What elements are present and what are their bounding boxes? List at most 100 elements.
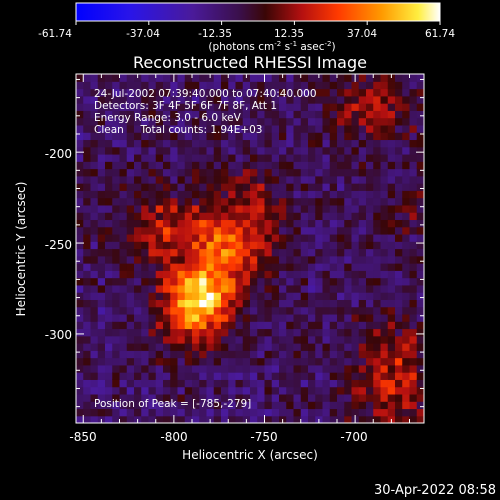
heatmap-cell	[395, 241, 403, 250]
heatmap-cell	[170, 386, 179, 395]
heatmap-cell	[90, 153, 99, 162]
heatmap-cell	[395, 284, 403, 293]
heatmap-cell	[155, 277, 164, 286]
heatmap-cell	[112, 343, 121, 351]
heatmap-cell	[206, 321, 215, 330]
heatmap-cell	[308, 146, 316, 155]
heatmap-cell	[373, 146, 382, 155]
heatmap-cell	[170, 408, 179, 417]
heatmap-cell	[271, 117, 280, 126]
heatmap-cell	[105, 372, 113, 380]
heatmap-cell	[380, 306, 389, 315]
heatmap-cell	[387, 408, 396, 417]
heatmap-cell	[177, 168, 186, 177]
heatmap-cell	[228, 226, 237, 235]
heatmap-cell	[366, 219, 374, 228]
heatmap-cell	[300, 226, 309, 235]
heatmap-cell	[337, 204, 345, 213]
heatmap-cell	[315, 241, 324, 250]
heatmap-cell	[337, 277, 345, 286]
heatmap-cell	[402, 88, 411, 97]
heatmap-cell	[112, 124, 121, 133]
heatmap-cell	[141, 313, 150, 322]
heatmap-cell	[97, 255, 106, 264]
heatmap-cell	[344, 299, 353, 308]
heatmap-cell	[155, 270, 164, 279]
heatmap-cell	[141, 190, 150, 199]
heatmap-cell	[119, 263, 128, 271]
heatmap-cell	[264, 306, 273, 315]
heatmap-cell	[409, 408, 418, 417]
heatmap-cell	[199, 153, 208, 162]
heatmap-cell	[228, 415, 237, 423]
heatmap-cell	[337, 132, 345, 141]
heatmap-cell	[105, 132, 113, 141]
heatmap-cell	[228, 219, 237, 228]
heatmap-cell	[322, 386, 331, 395]
heatmap-cell	[97, 197, 106, 206]
heatmap-cell	[293, 386, 302, 395]
heatmap-cell	[250, 190, 258, 199]
heatmap-cell	[358, 393, 367, 402]
heatmap-cell	[213, 408, 222, 417]
heatmap-cell	[206, 328, 215, 337]
heatmap-cell	[366, 408, 374, 417]
heatmap-cell	[366, 124, 374, 133]
heatmap-cell	[366, 313, 374, 322]
heatmap-cell	[315, 248, 324, 257]
heatmap-cell	[344, 270, 353, 279]
heatmap-cell	[76, 88, 84, 97]
heatmap-cell	[97, 95, 106, 104]
heatmap-cell	[300, 103, 309, 111]
heatmap-cell	[257, 284, 266, 293]
heatmap-cell	[409, 110, 418, 119]
heatmap-cell	[416, 226, 424, 235]
heatmap-cell	[155, 124, 164, 133]
heatmap-cell	[184, 343, 193, 351]
heatmap-cell	[271, 190, 280, 199]
heatmap-cell	[250, 263, 258, 271]
heatmap-cell	[300, 408, 309, 417]
heatmap-cell	[192, 335, 200, 344]
heatmap-cell	[177, 74, 186, 82]
heatmap-cell	[221, 335, 229, 344]
heatmap-cell	[358, 372, 367, 380]
heatmap-cell	[308, 117, 316, 126]
heatmap-cell	[337, 212, 345, 221]
heatmap-cell	[213, 110, 222, 119]
heatmap-cell	[228, 233, 237, 242]
heatmap-cell	[366, 248, 374, 257]
heatmap-cell	[322, 379, 331, 388]
heatmap-cell	[373, 183, 382, 191]
heatmap-cell	[90, 343, 99, 351]
heatmap-cell	[264, 241, 273, 250]
heatmap-cell	[199, 270, 208, 279]
heatmap-cell	[126, 168, 135, 177]
heatmap-cell	[329, 81, 338, 90]
heatmap-cell	[199, 241, 208, 250]
heatmap-cell	[206, 204, 215, 213]
heatmap-cell	[373, 132, 382, 141]
heatmap-cell	[76, 321, 84, 330]
heatmap-cell	[163, 117, 171, 126]
heatmap-cell	[264, 190, 273, 199]
heatmap-cell	[387, 161, 396, 170]
heatmap-cell	[119, 110, 128, 119]
heatmap-cell	[76, 335, 84, 344]
heatmap-cell	[344, 153, 353, 162]
heatmap-cell	[206, 372, 215, 380]
heatmap-cell	[184, 335, 193, 344]
heatmap-cell	[242, 313, 251, 322]
heatmap-cell	[395, 379, 403, 388]
heatmap-cell	[119, 343, 128, 351]
heatmap-cell	[119, 364, 128, 373]
heatmap-cell	[126, 364, 135, 373]
heatmap-cell	[373, 328, 382, 337]
heatmap-cell	[257, 393, 266, 402]
heatmap-cell	[358, 284, 367, 293]
heatmap-cell	[344, 124, 353, 133]
heatmap-cell	[409, 379, 418, 388]
heatmap-cell	[112, 350, 121, 359]
heatmap-cell	[315, 393, 324, 402]
heatmap-cell	[170, 284, 179, 293]
